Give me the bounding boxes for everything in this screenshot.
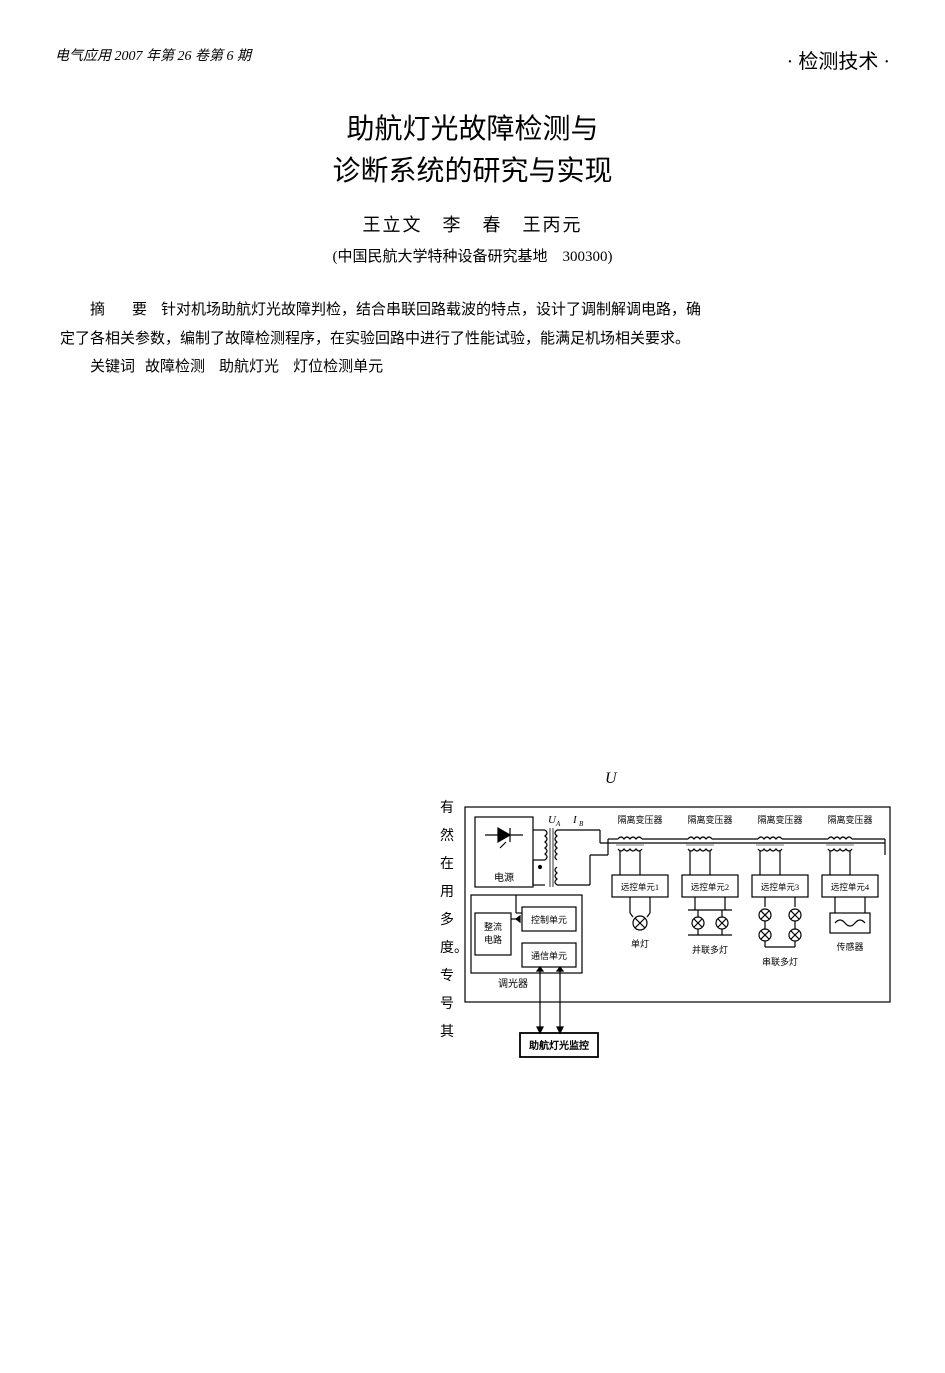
power-label: 电源 [494,871,514,884]
ib-symbol: I [572,814,578,826]
rc2-label: 远控单元2 [691,882,729,892]
rc3-label: 远控单元3 [761,882,799,892]
abstract-text-1: 针对机场助航灯光故障判检，结合串联回路载波的特点，设计了调制解调电路，确 [161,302,701,318]
rectifier-label-2: 电路 [484,934,502,945]
u-symbol: U [605,770,617,788]
monitor-label: 助航灯光监控 [529,1039,589,1052]
iso-label-2: 隔离变压器 [687,814,732,825]
title-block: 助航灯光故障检测与 诊断系统的研究与实现 王立文 李 春 王丙元 (中国民航大学… [0,109,945,266]
load-3-label: 串联多灯 [762,956,798,967]
load-4-label: 传感器 [836,941,863,952]
abstract-line-2: 定了各相关参数，编制了故障检测程序，在实验回路中进行了性能试验，能满足机场相关要… [60,325,885,354]
side-char-4: 多 [440,907,456,935]
authors: 王立文 李 春 王丙元 [0,211,945,237]
affiliation: (中国民航大学特种设备研究基地 300300) [0,245,945,266]
control-unit-label: 控制单元 [531,914,567,925]
ib-sub: B [579,820,584,828]
keyword-2: 助航灯光 [219,359,279,375]
side-char-0: 有 [440,795,456,823]
iso-transformer-2: 隔离变压器 [686,814,733,851]
rc1-label: 远控单元1 [621,882,659,892]
journal-name: 电气应用 [55,49,111,64]
issue-info: 2007 年第 26 卷第 6 期 [111,49,251,64]
side-char-6: 专 [440,963,456,991]
iso-label-3: 隔离变压器 [757,814,802,825]
body-side-text: 有 然 在 用 多 度。 专 号 其 [440,795,456,1047]
abstract-block: 摘 要针对机场助航灯光故障判检，结合串联回路载波的特点，设计了调制解调电路，确 … [60,296,885,382]
section-label: · 检测技术 · [787,45,890,74]
side-char-1: 然 [440,823,456,851]
comm-unit-label: 通信单元 [531,950,567,961]
keyword-1: 故障检测 [145,359,205,375]
title-line-1: 助航灯光故障检测与 [0,109,945,151]
keywords-line: 关键词故障检测助航灯光灯位检测单元 [60,353,885,382]
ua-sub: A [555,820,561,828]
iso-transformer-3: 隔离变压器 [756,814,803,851]
iso-transformer-1: 隔离变压器 [616,814,663,851]
journal-issue: 电气应用 2007 年第 26 卷第 6 期 [55,45,251,74]
abstract-line-1: 摘 要针对机场助航灯光故障判检，结合串联回路载波的特点，设计了调制解调电路，确 [60,296,885,325]
load-1-label: 单灯 [631,938,649,949]
abstract-label: 摘 要 [90,302,153,318]
title-line-2: 诊断系统的研究与实现 [0,151,945,193]
page-header: 电气应用 2007 年第 26 卷第 6 期 · 检测技术 · [0,0,945,74]
iso-label-4: 隔离变压器 [827,814,872,825]
rectifier-label-1: 整流 [484,921,502,932]
paper-title: 助航灯光故障检测与 诊断系统的研究与实现 [0,109,945,193]
keyword-3: 灯位检测单元 [293,359,383,375]
iso-label-1: 隔离变压器 [617,814,662,825]
side-char-3: 用 [440,879,456,907]
side-char-7: 号 [440,991,456,1019]
side-char-5: 度。 [440,935,456,963]
side-char-2: 在 [440,851,456,879]
iso-transformer-4: 隔离变压器 [826,814,873,851]
side-char-8: 其 [440,1019,456,1047]
dimmer-label: 调光器 [498,977,528,990]
rc4-label: 远控单元4 [831,882,870,892]
circuit-diagram: 电源 调光器 整流 电路 控制单元 通信单元 助航灯光监控 [460,795,905,1085]
keywords-label: 关键词 [90,359,135,375]
load-2-label: 并联多灯 [692,944,728,955]
